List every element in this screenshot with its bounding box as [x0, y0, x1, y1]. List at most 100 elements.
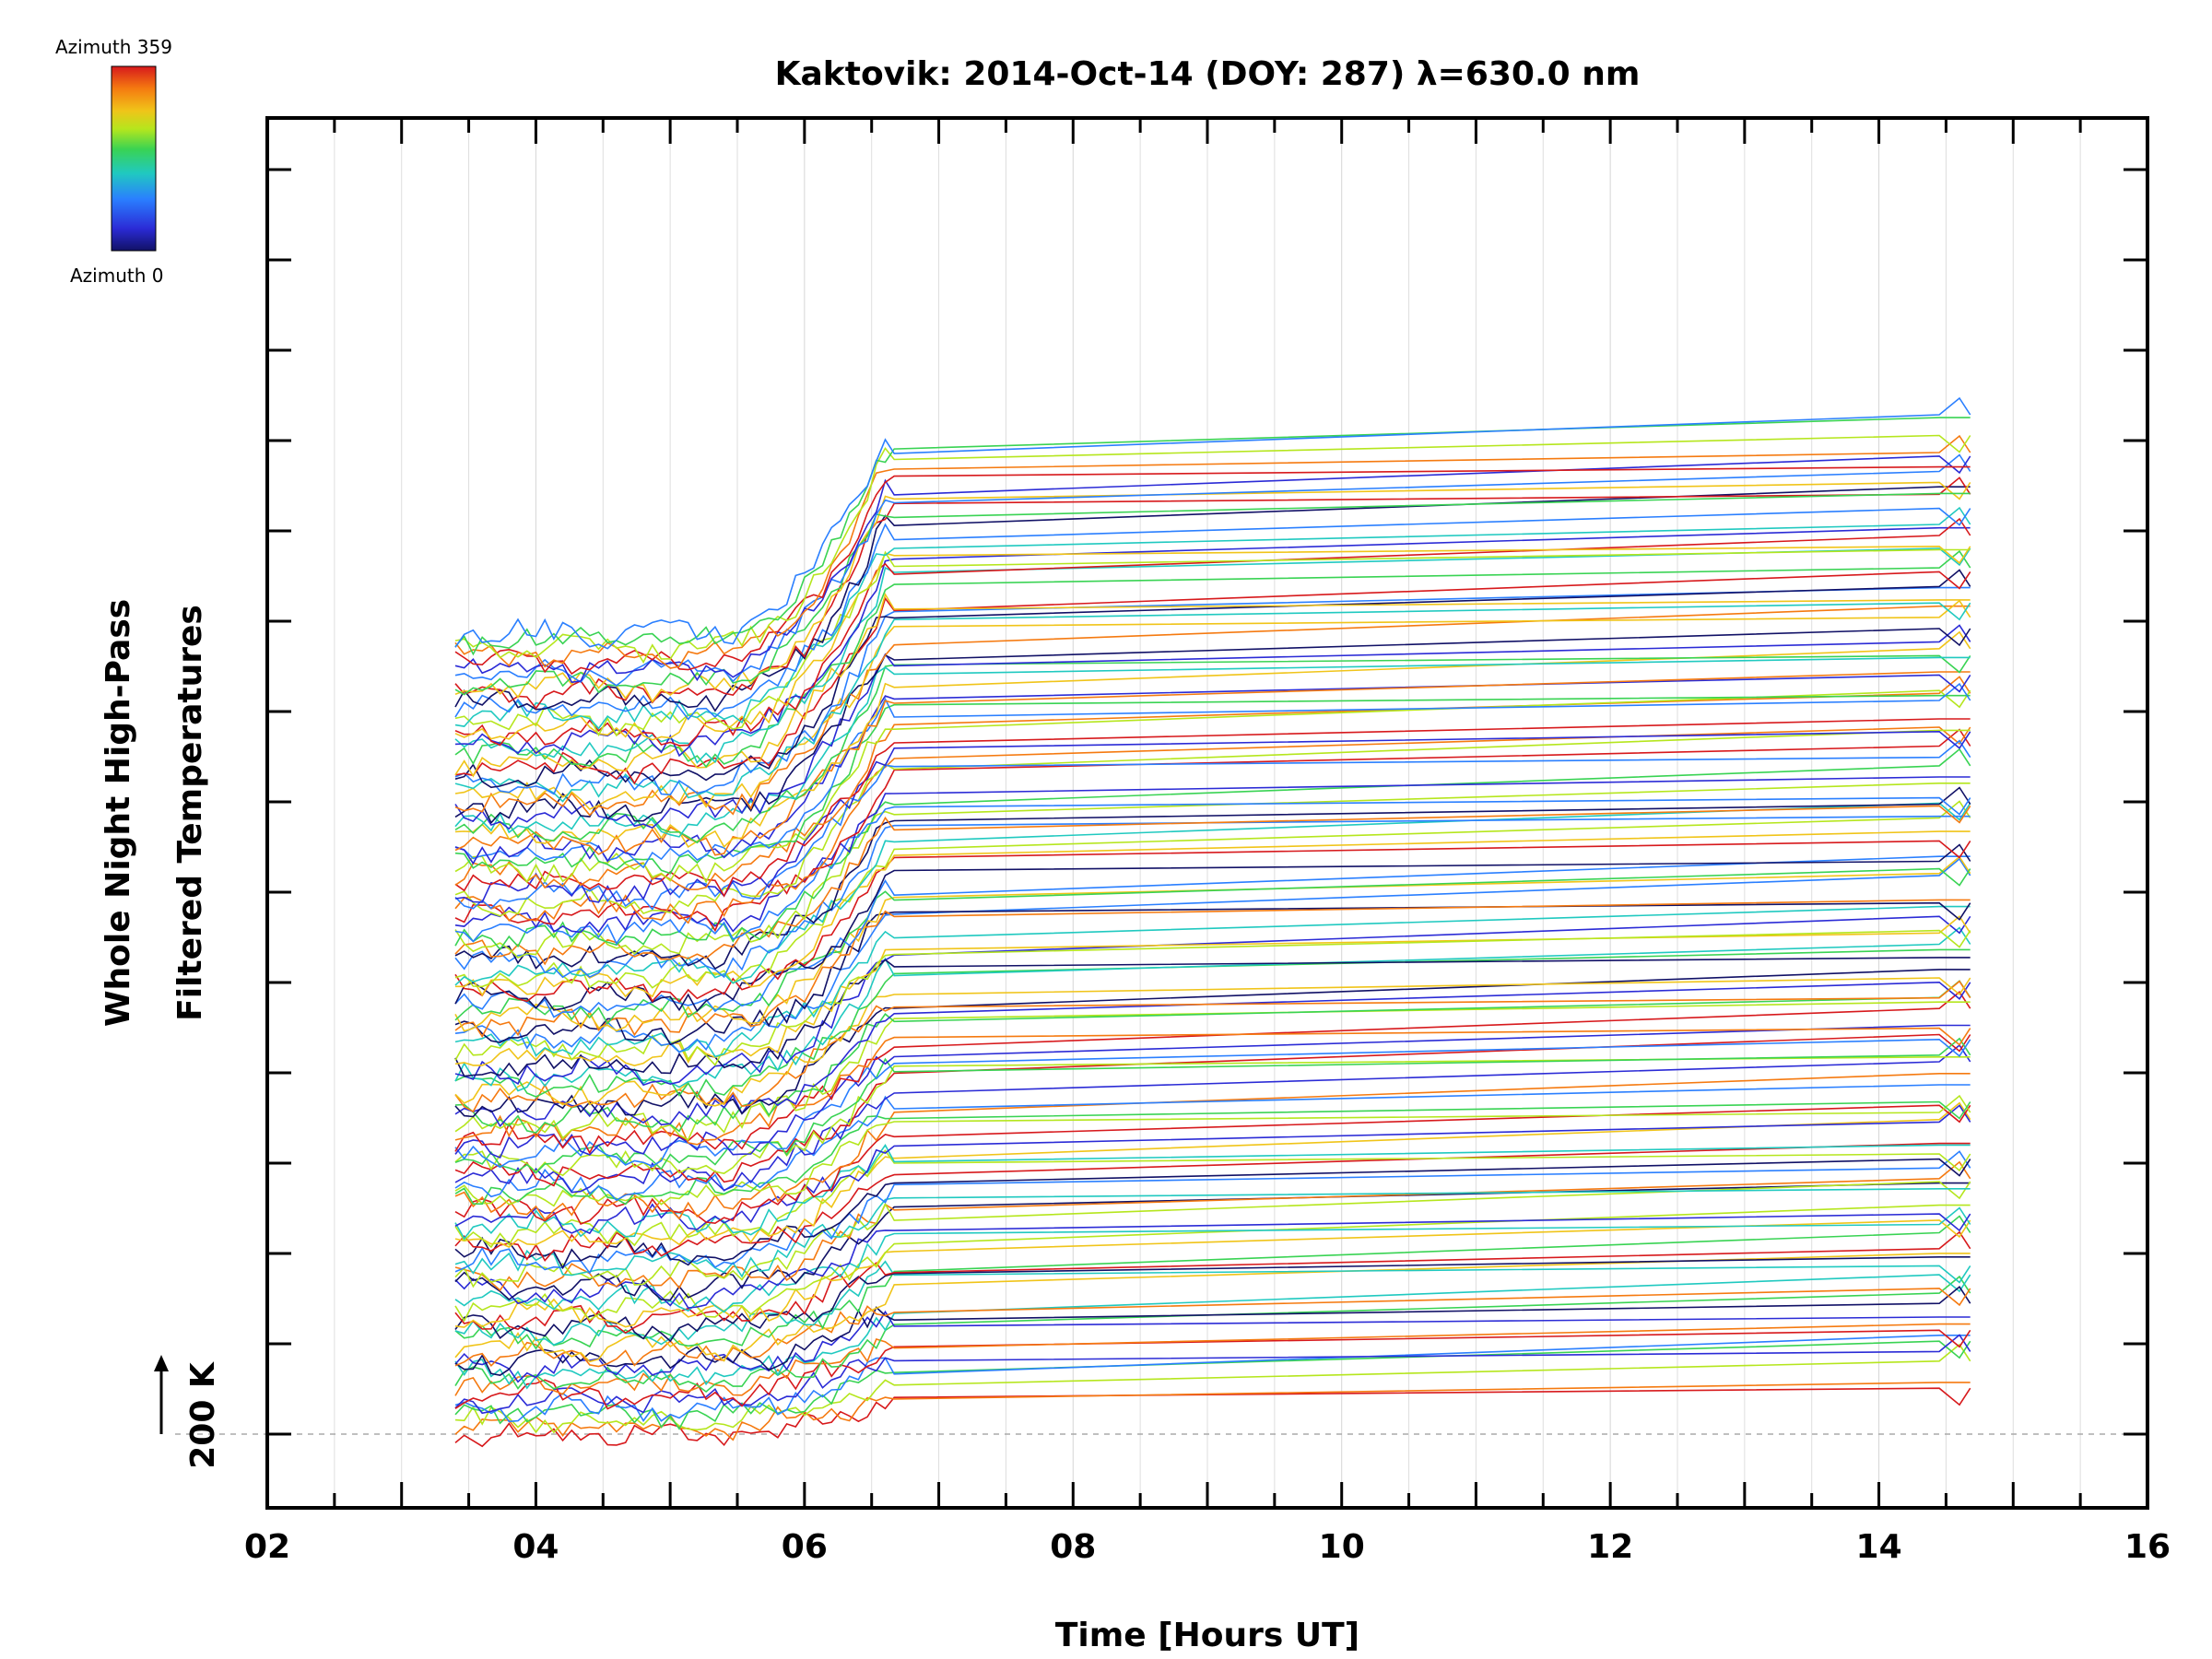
series-line [454, 630, 1971, 849]
series-line [454, 1104, 1971, 1235]
series-line [454, 1143, 1971, 1241]
chart-title: Kaktovik: 2014-Oct-14 (DOY: 287) λ=630.0… [775, 55, 1641, 93]
series-line [454, 730, 1971, 903]
series-line [454, 1073, 1971, 1221]
series-line [454, 739, 1971, 911]
series-line [454, 434, 1971, 665]
series-line [454, 656, 1971, 838]
series-line [454, 991, 1971, 1155]
series-line [454, 905, 1971, 1058]
series-line [454, 926, 1971, 1092]
series-line [454, 1001, 1971, 1141]
series-line [454, 1033, 1971, 1187]
series-line [454, 654, 1971, 844]
x-tick-label: 02 [244, 1528, 290, 1566]
series-line [454, 1334, 1971, 1415]
series-line [454, 1260, 1971, 1347]
series-line [454, 1037, 1971, 1174]
series-line [454, 671, 1971, 856]
series-line [454, 1181, 1971, 1288]
series-line [454, 1204, 1971, 1323]
colorbar [111, 65, 157, 252]
x-tick-label: 10 [1319, 1528, 1365, 1566]
series-line [454, 929, 1971, 1066]
series-line [454, 1256, 1971, 1343]
series-line [454, 857, 1971, 1053]
series-line [454, 1149, 1971, 1249]
x-tick-label: 04 [512, 1528, 559, 1566]
series-line [454, 1213, 1971, 1309]
x-tick-label: 08 [1050, 1528, 1096, 1566]
series-line [454, 624, 1971, 830]
series-line [455, 830, 1971, 998]
series-line [454, 1158, 1971, 1270]
series-line [454, 1335, 1971, 1423]
y-axis-label-line1: Whole Night High-Pass [100, 599, 137, 1027]
colorbar-label-bottom: Azimuth 0 [70, 265, 164, 287]
series-line [454, 1274, 1971, 1390]
series-line [454, 948, 1971, 1099]
series-line [454, 840, 1971, 1004]
series-line [454, 1329, 1971, 1410]
series-line [454, 453, 1971, 687]
series-line [454, 980, 1971, 1113]
series-line [454, 915, 1971, 1067]
series-line [454, 980, 1971, 1134]
series-line [454, 915, 1971, 1087]
series-line [454, 1101, 1971, 1248]
series-line [454, 981, 1971, 1128]
series-line [454, 1188, 1971, 1278]
series-line [454, 899, 1971, 1039]
x-tick-label: 06 [782, 1528, 828, 1566]
series-line [454, 455, 1971, 684]
x-tick-label: 14 [1856, 1528, 1902, 1566]
colorbar-label-top: Azimuth 359 [55, 36, 172, 58]
series-line [454, 1206, 1971, 1313]
series-line [454, 747, 1971, 951]
series-line [454, 517, 1971, 747]
series-line [454, 901, 1971, 1046]
series-line [454, 486, 1971, 712]
series-lines [454, 396, 1971, 1448]
series-line [454, 396, 1971, 650]
series-line [454, 1094, 1971, 1207]
series-line [454, 689, 1971, 884]
series-line [454, 726, 1971, 924]
series-line [454, 571, 1971, 785]
series-line [454, 676, 1971, 890]
series-line [454, 628, 1971, 825]
scale-marker-label: 200 K [184, 1361, 222, 1469]
series-line [454, 434, 1971, 669]
series-line [454, 1310, 1971, 1383]
series-line [454, 800, 1971, 989]
series-line [454, 477, 1971, 710]
x-tick-labels: 02 04 06 08 10 12 14 16 [244, 1528, 2171, 1566]
series-line [454, 417, 1971, 656]
series-line [454, 1215, 1971, 1350]
series-line [454, 526, 1971, 758]
series-line [454, 1142, 1971, 1262]
series-line [454, 694, 1971, 875]
y-axis-label-line2: Filtered Temperatures [171, 605, 209, 1021]
series-line [454, 815, 1971, 979]
series-line [454, 802, 1971, 986]
series-line [454, 1253, 1971, 1363]
series-line [454, 547, 1971, 764]
series-line [454, 969, 1971, 1118]
series-line [454, 776, 1971, 934]
scale-marker-arrowhead [154, 1355, 169, 1371]
axis-ticks [267, 118, 2147, 1508]
series-line [454, 805, 1971, 966]
series-line [454, 782, 1971, 959]
series-line [454, 1343, 1971, 1434]
series-line [454, 843, 1971, 1013]
series-line [454, 1100, 1971, 1206]
series-line [454, 1387, 1971, 1448]
series-line [454, 1286, 1971, 1376]
x-tick-label: 12 [1587, 1528, 1633, 1566]
series-line [454, 507, 1971, 721]
series-line [454, 796, 1971, 946]
x-axis-label: Time [Hours UT] [1055, 1617, 1359, 1654]
